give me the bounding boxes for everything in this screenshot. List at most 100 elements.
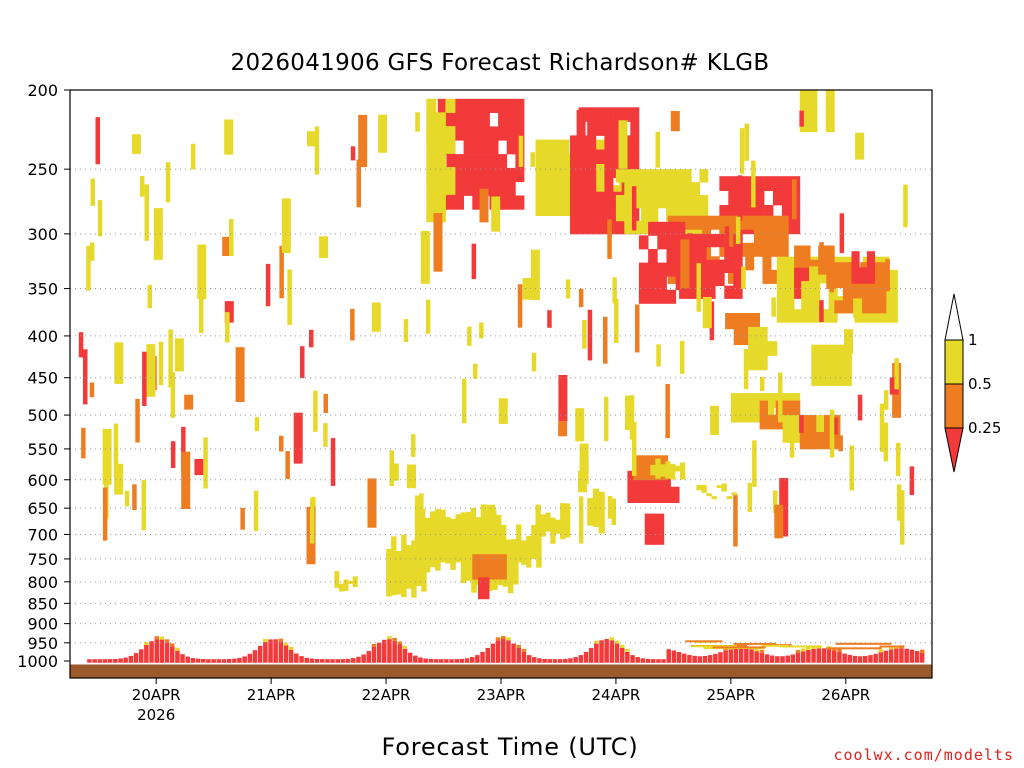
region-cell (535, 154, 545, 171)
region-cell (594, 139, 603, 156)
low-level-cell (826, 647, 882, 650)
region-cell (570, 135, 579, 150)
low-level-cell (764, 654, 770, 663)
x-tick-label: 22APR (362, 686, 411, 704)
region-cell (595, 107, 605, 122)
region-cell (455, 195, 464, 210)
region-cell (522, 278, 532, 300)
region-cell (521, 540, 527, 565)
region-cell (649, 169, 659, 183)
region-cell (903, 184, 908, 228)
low-level-cell (878, 649, 884, 653)
region-cell (759, 414, 768, 430)
low-level-cell (485, 647, 490, 663)
region-cell (880, 309, 890, 323)
low-level-cell (123, 657, 128, 663)
region-cell (682, 169, 692, 183)
region-cell (670, 463, 676, 480)
region-cell (670, 111, 680, 132)
region-cell (543, 154, 553, 171)
region-cell (435, 153, 446, 168)
region-cell (350, 146, 356, 161)
region-cell (641, 220, 650, 235)
region-cell (463, 181, 473, 196)
low-level-cell (837, 649, 842, 652)
region-cell (896, 442, 901, 476)
region-cell (530, 249, 540, 300)
low-level-cell (216, 659, 221, 663)
ground-band (70, 664, 932, 678)
low-level-cell (847, 654, 852, 663)
low-level-cell (371, 646, 377, 663)
low-level-cell (113, 659, 118, 663)
region-cell (638, 276, 649, 291)
region-cell (146, 344, 156, 397)
region-cell (565, 503, 571, 538)
low-level-cell (464, 658, 470, 663)
region-cell (570, 163, 579, 179)
region-cell (472, 195, 482, 210)
region-cell (746, 190, 756, 206)
region-cell (587, 191, 597, 207)
region-cell (552, 200, 561, 216)
region-cell (657, 221, 667, 236)
low-level-cell (428, 658, 434, 663)
region-cell (719, 205, 729, 220)
region-cell (888, 283, 898, 297)
region-cell (463, 98, 473, 113)
region-cell (445, 139, 456, 154)
low-level-cell (609, 637, 615, 641)
low-level-cell (521, 651, 527, 663)
low-level-cell (376, 642, 382, 663)
region-cell (733, 246, 743, 261)
region-cell (648, 276, 658, 291)
low-level-cell (785, 655, 790, 663)
region-cell (480, 126, 490, 141)
region-cell (655, 131, 660, 168)
low-level-cell (537, 658, 542, 663)
legend-swatch (944, 339, 964, 385)
region-cell (578, 219, 588, 235)
low-level-cell (102, 659, 108, 663)
region-cell (471, 243, 477, 280)
region-cell (240, 507, 245, 530)
low-level-cell (335, 659, 340, 663)
region-cell (489, 154, 499, 169)
region-cell (102, 429, 112, 485)
region-cell (607, 219, 612, 259)
region-cell (843, 358, 852, 373)
low-level-cell (263, 641, 268, 663)
region-cell (356, 159, 361, 208)
region-cell (868, 300, 878, 314)
region-cell (598, 491, 605, 534)
region-cell (515, 98, 525, 113)
region-cell (624, 169, 634, 183)
region-cell (877, 287, 887, 301)
region-cell (367, 478, 377, 528)
low-level-cell (283, 645, 289, 663)
low-level-cell (702, 656, 708, 663)
region-cell (498, 154, 508, 169)
region-cell (900, 490, 905, 545)
region-cell (426, 153, 437, 168)
region-cell (773, 176, 783, 191)
region-cell (463, 112, 473, 127)
region-cell (595, 149, 605, 164)
region-cell (767, 341, 778, 356)
region-cell (603, 316, 608, 364)
region-cell (782, 393, 792, 408)
region-cell (756, 393, 766, 408)
region-cell (358, 114, 368, 168)
region-cell (834, 262, 844, 276)
low-level-cell (501, 636, 506, 639)
low-level-cell (614, 643, 620, 663)
legend-label: 1 (968, 331, 978, 349)
region-cell (853, 298, 863, 318)
region-cell (558, 421, 568, 437)
region-cell (535, 139, 545, 156)
region-cell (666, 182, 675, 196)
region-cell (888, 269, 898, 284)
region-cell (785, 256, 795, 271)
region-cell (578, 149, 588, 164)
